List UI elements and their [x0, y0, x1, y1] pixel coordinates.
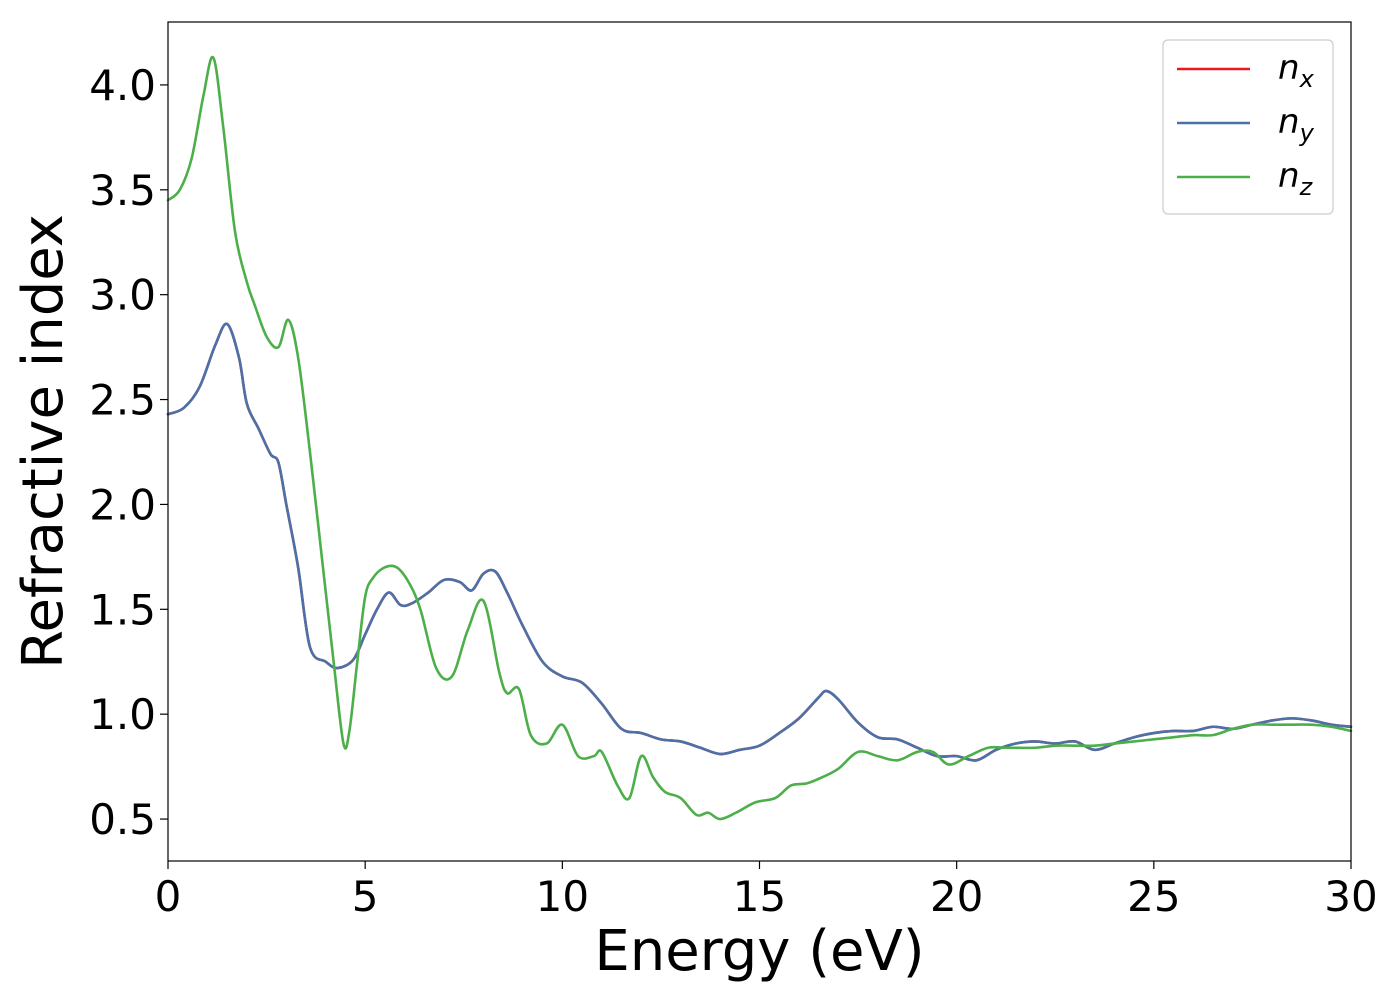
- legend-box: [1162, 39, 1334, 215]
- x-tick-label: 5: [352, 872, 379, 921]
- plot-background: [168, 22, 1351, 861]
- x-axis-ticks: 0 5 10 15 20 25 30: [155, 861, 1378, 921]
- x-tick-label: 20: [930, 872, 983, 921]
- y-axis-ticks: 0.5 1.0 1.5 2.0 2.5 3.0 3.5 4.0: [89, 61, 168, 844]
- y-tick-label: 4.0: [89, 61, 156, 110]
- legend-label-base: n: [1278, 156, 1300, 196]
- legend-label-base: n: [1278, 48, 1300, 88]
- series-line-z: [166, 55, 1353, 821]
- y-tick-label: 1.0: [89, 690, 156, 739]
- x-tick-label: 25: [1127, 872, 1180, 921]
- legend-label-z: nz: [1278, 156, 1314, 201]
- x-tick-label: 0: [155, 872, 182, 921]
- legend-label-y: ny: [1278, 102, 1315, 147]
- y-tick-label: 1.5: [89, 585, 156, 634]
- legend-label-x: nx: [1278, 48, 1315, 93]
- y-axis-label: Refractive index: [11, 214, 76, 669]
- x-axis-label: Energy (eV): [594, 919, 924, 984]
- legend-label-subscript: x: [1299, 65, 1315, 93]
- x-tick-label: 10: [536, 872, 589, 921]
- y-tick-label: 2.5: [89, 376, 156, 425]
- legend-label-base: n: [1278, 102, 1300, 142]
- legend-label-subscript: y: [1299, 119, 1315, 147]
- series-layer: [166, 55, 1353, 821]
- y-tick-label: 0.5: [89, 795, 156, 844]
- y-tick-label: 3.0: [89, 271, 156, 320]
- legend-label-subscript: z: [1299, 173, 1314, 201]
- y-tick-label: 3.5: [89, 166, 156, 215]
- x-tick-label: 15: [733, 872, 786, 921]
- x-tick-label: 30: [1324, 872, 1377, 921]
- y-tick-label: 2.0: [89, 480, 156, 529]
